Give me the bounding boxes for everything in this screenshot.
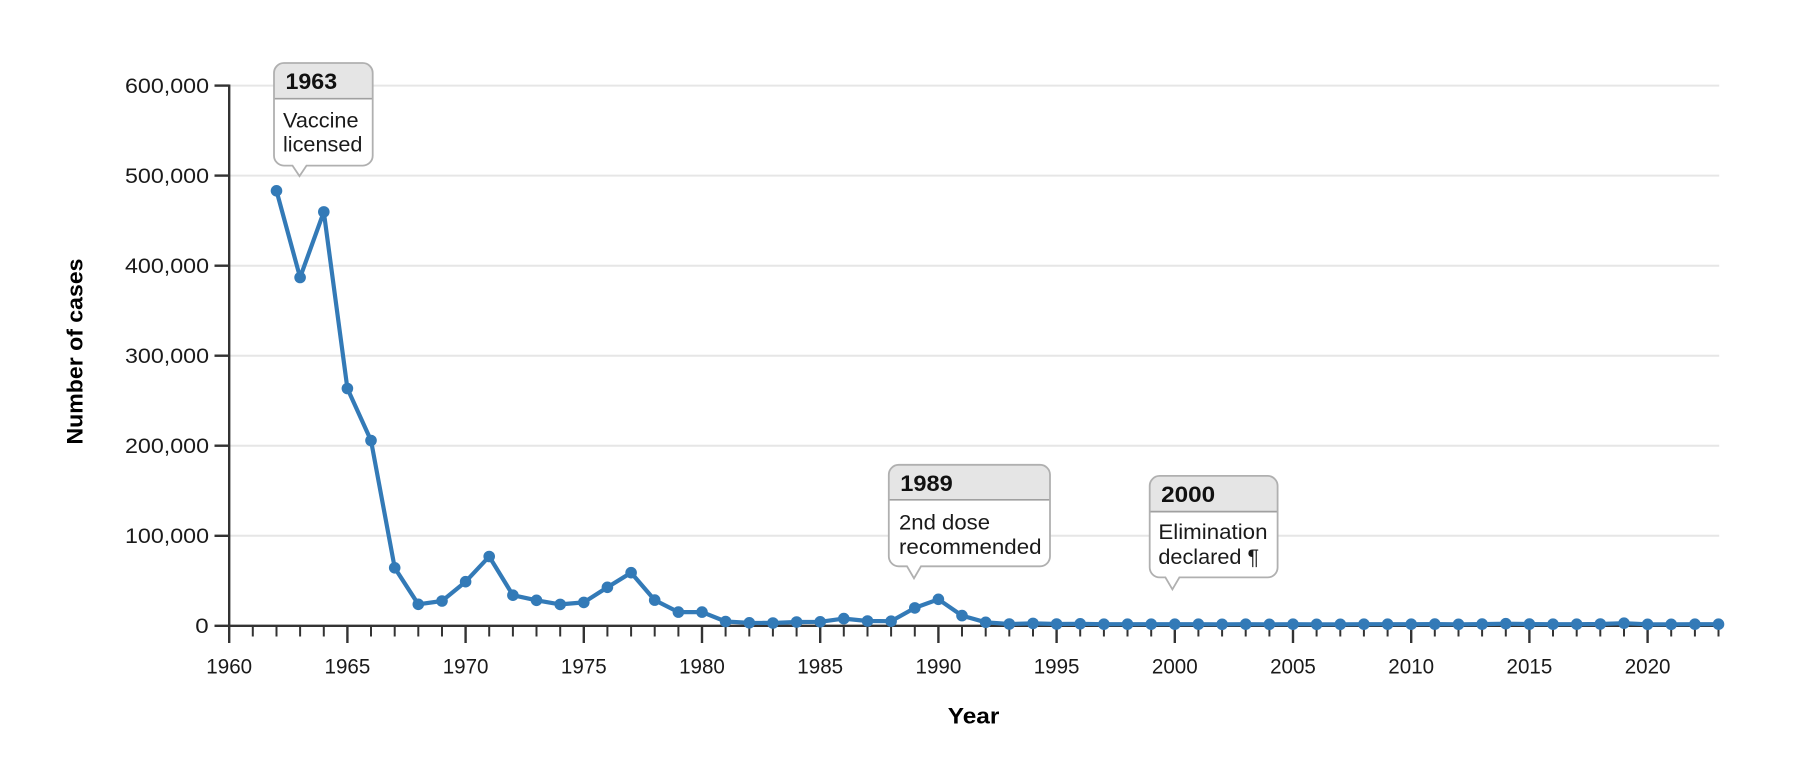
svg-text:2020: 2020 bbox=[1625, 655, 1671, 679]
svg-text:1960: 1960 bbox=[206, 655, 252, 679]
svg-text:Elimination: Elimination bbox=[1158, 521, 1267, 544]
svg-text:2005: 2005 bbox=[1270, 655, 1316, 679]
svg-text:500,000: 500,000 bbox=[125, 164, 209, 188]
svg-text:recommended: recommended bbox=[899, 536, 1042, 559]
svg-text:2nd dose: 2nd dose bbox=[899, 511, 990, 534]
svg-text:0: 0 bbox=[195, 614, 208, 638]
svg-text:Year: Year bbox=[948, 703, 1000, 728]
svg-text:Number of cases: Number of cases bbox=[63, 259, 88, 445]
svg-text:1995: 1995 bbox=[1034, 655, 1080, 679]
svg-text:1989: 1989 bbox=[900, 471, 953, 496]
svg-text:2010: 2010 bbox=[1388, 655, 1434, 679]
svg-text:1985: 1985 bbox=[797, 655, 843, 679]
svg-text:1963: 1963 bbox=[286, 69, 338, 94]
svg-text:1975: 1975 bbox=[561, 655, 607, 679]
svg-text:300,000: 300,000 bbox=[125, 344, 209, 368]
svg-text:100,000: 100,000 bbox=[125, 524, 209, 548]
svg-text:1965: 1965 bbox=[325, 655, 371, 679]
svg-text:2015: 2015 bbox=[1507, 655, 1553, 679]
svg-text:200,000: 200,000 bbox=[125, 434, 209, 458]
svg-text:400,000: 400,000 bbox=[125, 254, 209, 278]
svg-text:1970: 1970 bbox=[443, 655, 489, 679]
svg-text:2000: 2000 bbox=[1161, 482, 1215, 507]
svg-text:1980: 1980 bbox=[679, 655, 725, 679]
svg-text:declared ¶: declared ¶ bbox=[1158, 546, 1259, 569]
svg-text:licensed: licensed bbox=[283, 134, 362, 157]
svg-text:1990: 1990 bbox=[916, 655, 962, 679]
svg-text:Vaccine: Vaccine bbox=[283, 110, 359, 133]
svg-text:600,000: 600,000 bbox=[125, 74, 209, 98]
svg-text:2000: 2000 bbox=[1152, 655, 1198, 679]
